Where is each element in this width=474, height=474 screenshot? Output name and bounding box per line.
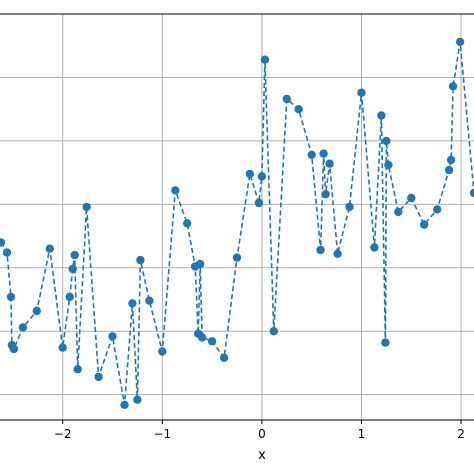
data-point [133,395,142,404]
data-point [158,347,167,356]
data-point [171,186,180,195]
data-point [73,365,82,374]
data-point [120,400,129,409]
data-point [68,264,77,274]
x-ticks: −2 −1 0 1 2 [54,420,465,441]
data-point [269,327,278,336]
data-point [282,94,291,104]
data-point [70,250,79,260]
data-point [196,259,205,269]
data-point [254,198,264,208]
data-point [108,332,117,341]
data-point [325,159,334,168]
plot-background [0,14,474,420]
data-point [207,337,217,346]
data-point [2,248,12,257]
data-point [433,205,442,214]
data-point [446,155,456,165]
data-point [260,55,270,64]
data-point [18,323,28,332]
data-point [65,292,74,302]
data-point [444,165,454,175]
data-point [245,169,255,179]
data-point [381,338,390,347]
x-tick-label: 0 [258,427,266,441]
data-point [469,188,474,198]
data-point [394,207,403,217]
data-point [128,299,137,308]
data-point [321,190,330,199]
data-point [136,255,145,265]
data-point [0,238,6,247]
data-point [307,150,316,159]
data-point [45,244,54,253]
data-point [197,333,207,342]
data-point [58,343,67,352]
x-tick-label: −2 [54,427,72,441]
data-point [377,111,386,120]
data-point [219,353,229,362]
data-point [257,172,267,181]
data-point [345,202,354,212]
data-point [319,149,328,158]
x-tick-label: 2 [457,427,465,441]
axes [0,13,474,421]
data-point [183,219,192,228]
data-point [232,253,242,262]
data-point [333,249,342,258]
data-point [145,296,154,305]
data-point [455,37,465,47]
data-point [9,344,19,354]
data-point [384,160,393,170]
data-point [357,88,366,97]
x-tick-label: 1 [358,427,366,441]
x-axis-label: x [258,448,266,463]
data-point [316,245,325,255]
data-point [82,202,91,212]
data-point [407,193,416,203]
x-tick-label: −1 [153,427,171,441]
data-point [94,372,103,382]
data-point [370,243,379,252]
data-point [6,292,16,302]
data-point [448,82,458,91]
data-point [32,306,41,316]
data-series [0,37,474,409]
data-point [382,136,391,146]
data-point [294,105,303,114]
data-point [420,220,429,229]
